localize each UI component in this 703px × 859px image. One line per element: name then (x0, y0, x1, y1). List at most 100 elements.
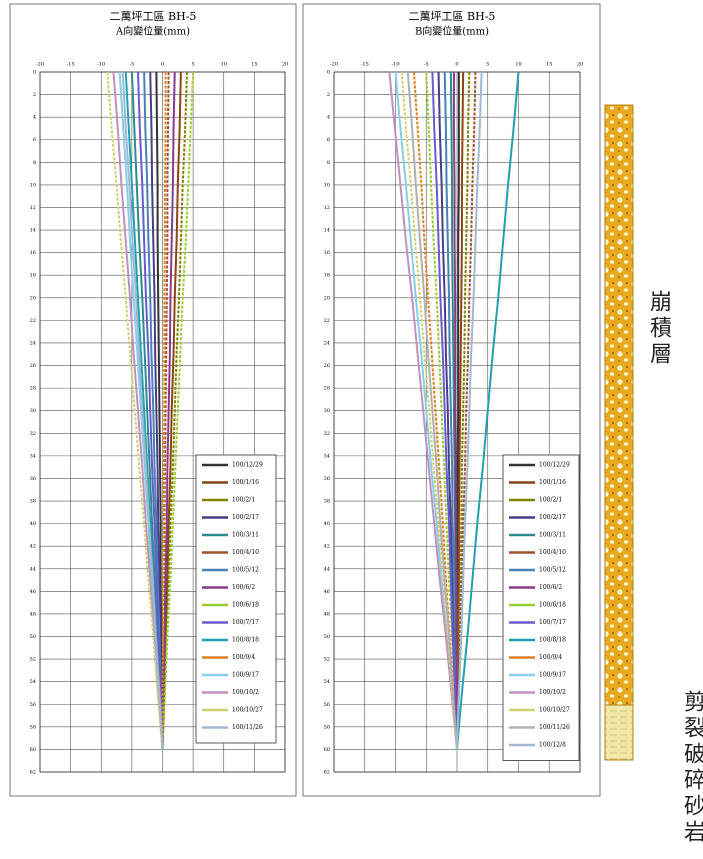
y-tick-label: 4 (327, 115, 330, 121)
y-tick-label: 62 (324, 770, 330, 776)
x-tick-label: -15 (361, 62, 369, 68)
y-tick-label: 8 (33, 160, 36, 166)
y-tick-label: 0 (327, 70, 330, 76)
y-tick-label: 34 (30, 453, 36, 459)
y-tick-label: 44 (30, 566, 36, 572)
legend-label: 100/11/26 (539, 724, 570, 731)
y-tick-label: 60 (324, 747, 330, 753)
legend-label: 100/8/18 (539, 637, 566, 644)
y-tick-label: 14 (324, 228, 330, 234)
legend-label: 100/7/17 (232, 619, 259, 626)
y-tick-label: 50 (30, 634, 36, 640)
series-line (112, 71, 164, 750)
y-tick-label: 48 (324, 611, 330, 617)
y-tick-label: 42 (30, 544, 36, 550)
plot-border (39, 71, 286, 773)
y-tick-label: 52 (324, 657, 330, 663)
y-tick-label: 24 (30, 340, 36, 346)
y-tick-label: 2 (33, 92, 36, 98)
y-tick-label: 22 (324, 318, 330, 324)
y-tick-label: 32 (30, 431, 36, 437)
series-line (106, 71, 164, 750)
series-line (456, 71, 520, 750)
geology-lower-label: 剪裂破碎砂岩 (680, 690, 703, 846)
y-tick-label: 26 (30, 363, 36, 369)
y-tick-label: 56 (324, 702, 330, 708)
series-line (456, 71, 483, 750)
x-tick-label: -10 (97, 62, 105, 68)
y-tick-label: 22 (30, 318, 36, 324)
y-tick-label: 36 (30, 476, 36, 482)
y-tick-label: 6 (327, 137, 330, 143)
series-line (121, 71, 164, 750)
legend-label: 100/7/17 (539, 619, 566, 626)
legend-label: 100/4/10 (539, 549, 566, 556)
y-tick-label: 38 (30, 499, 36, 505)
chart-subtitle: A向變位量(mm) (115, 25, 190, 38)
y-tick-label: 28 (324, 386, 330, 392)
y-tick-label: 40 (324, 521, 330, 527)
x-tick-label: -20 (330, 62, 338, 68)
legend-label: 100/5/12 (232, 567, 259, 574)
y-tick-label: 14 (30, 228, 36, 234)
y-tick-label: 54 (30, 679, 36, 685)
y-tick-label: 56 (30, 702, 36, 708)
x-tick-label: 15 (251, 62, 257, 68)
y-tick-label: 40 (30, 521, 36, 527)
y-tick-label: 46 (324, 589, 330, 595)
geology-upper (604, 104, 634, 706)
legend-label: 100/9/17 (232, 672, 259, 679)
y-tick-label: 30 (324, 408, 330, 414)
legend-label: 100/9/4 (232, 654, 255, 661)
legend-label: 100/12/8 (539, 742, 566, 749)
chart-title: 二萬坪工區 BH-5 (409, 10, 496, 23)
x-tick-label: 10 (515, 62, 521, 68)
y-tick-label: 10 (324, 182, 330, 188)
y-tick-label: 58 (324, 724, 330, 730)
y-tick-label: 16 (30, 250, 36, 256)
legend-label: 100/3/11 (232, 532, 259, 539)
y-tick-label: 18 (324, 273, 330, 279)
series-line (161, 71, 176, 750)
legend-box (195, 454, 277, 744)
legend-label: 100/2/1 (539, 497, 562, 504)
y-tick-label: 26 (324, 363, 330, 369)
legend-label: 100/6/2 (232, 584, 255, 591)
series-line (452, 72, 458, 750)
y-tick-label: 52 (30, 657, 36, 663)
legend-label: 100/12/29 (539, 462, 570, 469)
y-tick-label: 42 (324, 544, 330, 550)
x-tick-label: -5 (424, 62, 429, 68)
y-tick-label: 58 (30, 724, 36, 730)
series-line (406, 71, 458, 750)
legend-label: 100/2/1 (232, 497, 255, 504)
series-line (161, 72, 167, 750)
series-line (143, 71, 164, 750)
charts: 二萬坪工區 BH-5A向變位量(mm)024681012141618202224… (30, 10, 584, 776)
geology-upper-label: 崩積層 (646, 290, 671, 368)
x-tick-label: 10 (221, 62, 227, 68)
y-tick-label: 18 (30, 273, 36, 279)
chart-subtitle: B向變位量(mm) (415, 25, 489, 38)
legend-label: 100/1/16 (232, 479, 259, 486)
y-tick-label: 44 (324, 566, 330, 572)
y-tick-label: 46 (30, 589, 36, 595)
y-tick-label: 48 (30, 611, 36, 617)
series-line (431, 71, 458, 750)
series-line (443, 71, 458, 750)
legend-label: 100/1/16 (539, 479, 566, 486)
y-tick-label: 38 (324, 499, 330, 505)
y-tick-label: 20 (324, 295, 330, 301)
y-tick-label: 12 (324, 205, 330, 211)
y-tick-label: 24 (324, 340, 330, 346)
legend-label: 100/9/17 (539, 672, 566, 679)
plot-border (333, 71, 581, 773)
legend-label: 100/6/18 (539, 602, 566, 609)
y-tick-label: 54 (324, 679, 330, 685)
legend-label: 100/2/17 (539, 514, 566, 521)
y-tick-label: 0 (33, 70, 36, 76)
series-line (412, 71, 458, 750)
legend-label: 100/8/18 (232, 637, 259, 644)
series-line (137, 71, 164, 750)
x-tick-label: -5 (129, 62, 134, 68)
